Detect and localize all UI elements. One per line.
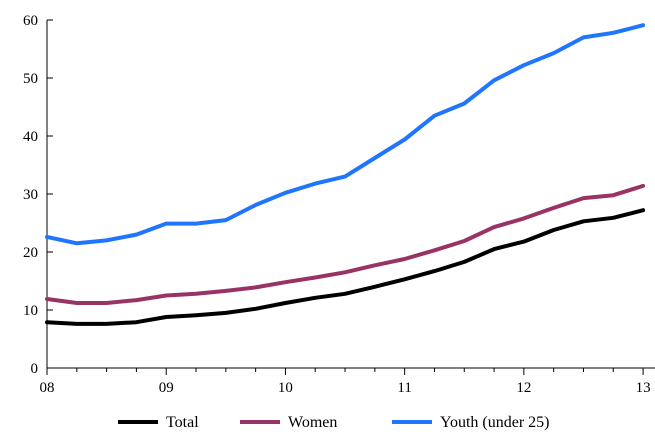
y-tick-label: 20 bbox=[23, 245, 38, 261]
series-line-total bbox=[45, 208, 646, 326]
y-tick-label: 40 bbox=[23, 129, 38, 145]
legend-label-total: Total bbox=[166, 414, 199, 431]
x-tick-label: 09 bbox=[159, 380, 174, 396]
legend: Total Women Youth (under 25) bbox=[118, 414, 549, 431]
series-line-women bbox=[45, 183, 646, 305]
y-tick-label: 10 bbox=[23, 303, 38, 319]
y-tick-label: 30 bbox=[23, 187, 38, 203]
series-lines bbox=[45, 23, 646, 326]
y-tick-label: 60 bbox=[23, 13, 38, 29]
legend-label-youth-under-25: Youth (under 25) bbox=[440, 414, 549, 431]
x-tick-label: 08 bbox=[40, 380, 55, 396]
y-tick-label: 50 bbox=[23, 71, 38, 87]
series-line-youth-under-25 bbox=[45, 23, 646, 246]
legend-label-women: Women bbox=[288, 414, 337, 431]
x-tick-label: 12 bbox=[516, 380, 531, 396]
x-tick-label: 10 bbox=[278, 380, 293, 396]
y-tick-label: 0 bbox=[31, 361, 39, 377]
axes: 0 10 20 30 40 50 60 08 09 10 11 12 13 bbox=[23, 13, 655, 396]
x-tick-label: 11 bbox=[397, 380, 411, 396]
x-tick-label: 13 bbox=[636, 380, 651, 396]
